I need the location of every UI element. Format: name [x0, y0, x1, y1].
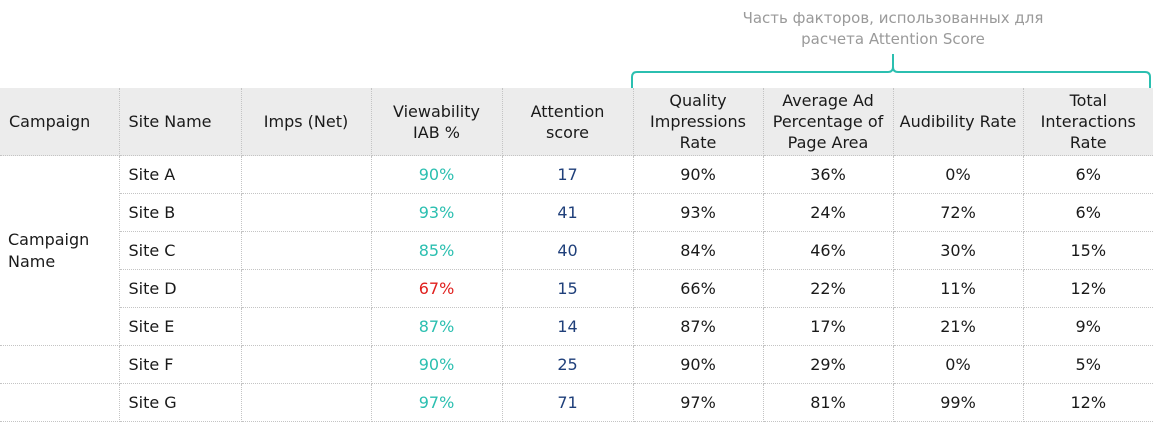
column-header-interactions[interactable]: Total Interactions Rate: [1022, 88, 1153, 156]
table-row: Site B 93% 41 93% 24% 72% 6%: [0, 193, 1153, 232]
imps-cell: [240, 231, 372, 270]
viewability-cell: 67%: [370, 269, 503, 308]
audibility-cell: 30%: [892, 231, 1024, 270]
viewability-cell: 90%: [370, 345, 503, 384]
site-name-cell: Site G: [118, 383, 242, 422]
audibility-cell: 11%: [892, 269, 1024, 308]
imps-cell: [240, 345, 372, 384]
interactions-cell: 6%: [1022, 155, 1153, 194]
interactions-cell: 12%: [1022, 383, 1153, 422]
column-header-attention-score[interactable]: Attention score: [501, 88, 634, 156]
imps-cell: [240, 383, 372, 422]
table-row: Site C 85% 40 84% 46% 30% 15%: [0, 231, 1153, 270]
column-header-campaign[interactable]: Campaign: [0, 88, 120, 156]
imps-cell: [240, 307, 372, 346]
attention-score-cell: 25: [501, 345, 634, 384]
quality-impressions-cell: 97%: [632, 383, 764, 422]
factors-bracket: [631, 54, 1151, 88]
quality-impressions-cell: 93%: [632, 193, 764, 232]
viewability-cell: 85%: [370, 231, 503, 270]
audibility-cell: 72%: [892, 193, 1024, 232]
header-row: Campaign Site Name Imps (Net) Viewability I…: [0, 88, 1153, 156]
interactions-cell: 9%: [1022, 307, 1153, 346]
quality-impressions-cell: 87%: [632, 307, 764, 346]
quality-impressions-cell: 90%: [632, 345, 764, 384]
viewability-cell: 90%: [370, 155, 503, 194]
audibility-cell: 0%: [892, 155, 1024, 194]
ad-page-area-cell: 29%: [762, 345, 894, 384]
interactions-cell: 6%: [1022, 193, 1153, 232]
attention-score-cell: 40: [501, 231, 634, 270]
table-row: Site E 87% 14 87% 17% 21% 9%: [0, 307, 1153, 346]
column-header-quality-impressions[interactable]: Quality Impressions Rate: [632, 88, 764, 156]
audibility-cell: 21%: [892, 307, 1024, 346]
attention-table: Campaign Site Name Imps (Net) Viewability I…: [0, 88, 1153, 422]
viewability-cell: 93%: [370, 193, 503, 232]
column-header-viewability[interactable]: Viewability IAB %: [370, 88, 503, 156]
interactions-cell: 5%: [1022, 345, 1153, 384]
ad-page-area-cell: 36%: [762, 155, 894, 194]
imps-cell: [240, 193, 372, 232]
column-header-audibility[interactable]: Audibility Rate: [892, 88, 1024, 156]
attention-score-cell: 71: [501, 383, 634, 422]
attention-score-cell: 14: [501, 307, 634, 346]
table-row: Site G 97% 71 97% 81% 99% 12%: [0, 383, 1153, 422]
viewability-cell: 87%: [370, 307, 503, 346]
table-row: Campaign Name Site A 90% 17 90% 36% 0% 6%: [0, 155, 1153, 346]
column-header-ad-page-area[interactable]: Average Ad Percentage of Page Area: [762, 88, 894, 156]
attention-score-cell: 41: [501, 193, 634, 232]
interactions-cell: 12%: [1022, 269, 1153, 308]
attention-score-cell: 17: [501, 155, 634, 194]
ad-page-area-cell: 46%: [762, 231, 894, 270]
ad-page-area-cell: 24%: [762, 193, 894, 232]
note-line-1: Часть факторов, использованных для: [742, 9, 1044, 27]
site-name-cell: Site A: [118, 155, 242, 194]
site-name-cell: Site C: [119, 231, 242, 270]
ad-page-area-cell: 17%: [762, 307, 894, 346]
note-line-2: расчета Attention Score: [801, 30, 985, 48]
attention-factors-note: Часть факторов, использованных для расче…: [693, 8, 1093, 50]
campaign-cell-empty: [0, 345, 120, 384]
site-name-cell: Site D: [119, 269, 242, 308]
interactions-cell: 15%: [1022, 231, 1153, 270]
quality-impressions-cell: 90%: [632, 155, 764, 194]
site-name-cell: Site E: [119, 307, 242, 346]
campaign-cell-empty: [0, 383, 120, 422]
site-name-cell: Site F: [118, 345, 242, 384]
ad-page-area-cell: 81%: [762, 383, 894, 422]
quality-impressions-cell: 84%: [632, 231, 764, 270]
imps-cell: [240, 269, 372, 308]
audibility-cell: 0%: [892, 345, 1024, 384]
ad-page-area-cell: 22%: [762, 269, 894, 308]
imps-cell: [240, 155, 372, 194]
table-row: Site D 67% 15 66% 22% 11% 12%: [0, 269, 1153, 308]
campaign-cell: Campaign Name: [0, 155, 120, 346]
column-header-imps-net[interactable]: Imps (Net): [240, 88, 372, 156]
table-row: Site F 90% 25 90% 29% 0% 5%: [0, 345, 1153, 384]
audibility-cell: 99%: [892, 383, 1024, 422]
quality-impressions-cell: 66%: [632, 269, 764, 308]
viewability-cell: 97%: [370, 383, 503, 422]
column-header-site-name[interactable]: Site Name: [118, 88, 242, 156]
attention-score-cell: 15: [501, 269, 634, 308]
site-name-cell: Site B: [119, 193, 242, 232]
